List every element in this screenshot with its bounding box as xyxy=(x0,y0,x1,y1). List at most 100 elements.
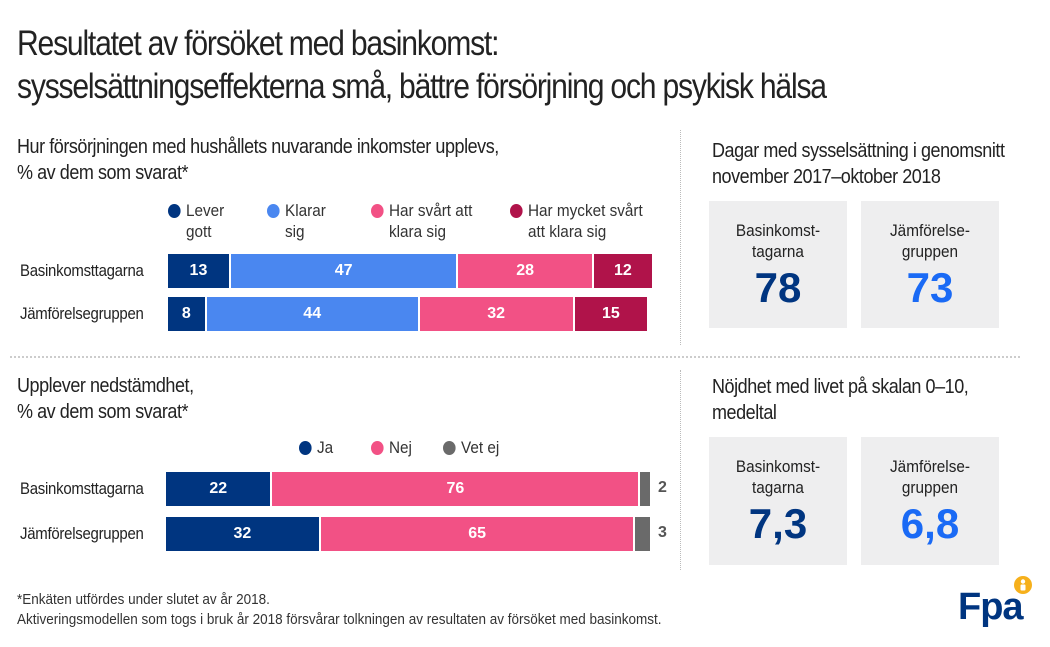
bar-segment: 44 xyxy=(206,297,420,331)
bar-segment: 32 xyxy=(419,297,575,331)
chart1-title-line-1: Hur försörjningen med hushållets nuvaran… xyxy=(17,136,499,158)
legend-label: Vet ej xyxy=(461,438,500,457)
kpi-satisfaction-comparison: Jämförelse- gruppen 6,8 xyxy=(861,437,999,565)
row-label: Jämförelsegruppen xyxy=(20,524,144,543)
data-label: 22 xyxy=(209,480,228,497)
horizontal-divider xyxy=(10,356,1020,358)
legend-swatch-icon xyxy=(299,441,312,455)
footnote-2: Aktiveringsmodellen som togs i bruk år 2… xyxy=(17,611,662,628)
title-line-1: Resultatet av försöket med basinkomst: xyxy=(17,24,499,63)
employment-title-line-2: november 2017–oktober 2018 xyxy=(712,166,941,188)
fpa-logo: Fpa xyxy=(958,576,1032,629)
chart1-title: Hur försörjningen med hushållets nuvaran… xyxy=(17,134,499,186)
legend-label: Lever gott xyxy=(186,200,224,242)
stacked-bar: 13 47 28 12 xyxy=(168,254,652,288)
legend-label: Ja xyxy=(317,438,334,457)
vertical-divider-bottom xyxy=(680,370,681,570)
kpi-label: Jämförelse- gruppen xyxy=(868,201,992,262)
legend-label-line-1: Har mycket svårt xyxy=(528,201,643,220)
employment-title: Dagar med sysselsättning i genomsnitt no… xyxy=(712,138,1005,190)
legend-label: Har svårt att klara sig xyxy=(389,200,472,242)
kpi-value: 78 xyxy=(754,264,802,311)
data-label: 32 xyxy=(487,305,505,322)
kpi-value: 7,3 xyxy=(748,500,808,547)
stacked-bar: 8 44 32 15 xyxy=(168,297,652,331)
legend-label-line-2: att klara sig xyxy=(528,222,607,241)
data-label-outside: 2 xyxy=(658,479,667,496)
kpi-value: 73 xyxy=(906,264,954,311)
kpi-label-line-1: Jämförelse- xyxy=(890,457,970,476)
satisfaction-title-line-1: Nöjdhet med livet på skalan 0–10, xyxy=(712,376,969,398)
legend-label-line-2: sig xyxy=(285,222,305,241)
bar-segment: 76 xyxy=(272,472,641,506)
legend-swatch-icon xyxy=(168,204,181,218)
kpi-label-line-2: tagarna xyxy=(752,242,804,261)
kpi-label-line-1: Jämförelse- xyxy=(890,221,970,240)
data-label: 12 xyxy=(614,262,632,279)
kpi-label-line-1: Basinkomst- xyxy=(735,457,821,476)
bar-segment: 15 xyxy=(574,297,648,331)
kpi-label: Basinkomst- tagarna xyxy=(716,437,840,498)
data-label: 28 xyxy=(516,262,535,279)
bar-segment: 8 xyxy=(168,297,207,331)
legend-label: Klarar sig xyxy=(285,200,326,242)
legend-swatch-icon xyxy=(443,441,456,455)
kpi-label-line-2: tagarna xyxy=(752,478,804,497)
legend-label-line-2: gott xyxy=(186,222,212,241)
bar-segment: 12 xyxy=(593,254,652,288)
employment-title-line-1: Dagar med sysselsättning i genomsnitt xyxy=(712,140,1005,162)
title-line-2: sysselsättningseffekterna små, bättre fö… xyxy=(17,67,827,106)
footnote-1: *Enkäten utfördes under slutet av år 201… xyxy=(17,591,270,608)
legend-label: Har mycket svårt att klara sig xyxy=(528,200,643,242)
bar-segment: 28 xyxy=(458,254,594,288)
data-label: 13 xyxy=(189,262,208,279)
data-label: 44 xyxy=(303,305,322,322)
chart2-title-line-2: % av dem som svarat* xyxy=(17,401,189,423)
bar-segment xyxy=(635,517,650,551)
data-label: 32 xyxy=(233,525,252,542)
vertical-divider-top xyxy=(680,130,681,345)
chart2-title: Upplever nedstämdhet, % av dem som svara… xyxy=(17,373,194,425)
legend-label-line-2: klara sig xyxy=(389,222,446,241)
bar-segment: 32 xyxy=(166,517,321,551)
bar-segment: 65 xyxy=(320,517,636,551)
satisfaction-title: Nöjdhet med livet på skalan 0–10, medelt… xyxy=(712,374,969,426)
row-label: Basinkomsttagarna xyxy=(20,261,144,280)
kpi-employment-comparison: Jämförelse- gruppen 73 xyxy=(861,201,999,328)
kpi-label: Basinkomst- tagarna xyxy=(716,201,840,262)
legend-swatch-icon xyxy=(371,204,384,218)
bar-segment: 22 xyxy=(166,472,273,506)
kpi-label-line-2: gruppen xyxy=(901,478,959,497)
legend-label-line-1: Klarar xyxy=(285,201,326,220)
legend-swatch-icon xyxy=(371,441,384,455)
chart2-title-line-1: Upplever nedstämdhet, xyxy=(17,375,194,397)
data-label: 47 xyxy=(334,262,353,279)
logo-text: Fpa xyxy=(958,586,1024,628)
row-label: Basinkomsttagarna xyxy=(20,479,144,498)
bar-segment: 47 xyxy=(230,254,459,288)
page-title: Resultatet av försöket med basinkomst: s… xyxy=(17,22,827,108)
data-label-outside: 3 xyxy=(658,524,667,541)
stacked-bar: 22 76 xyxy=(166,472,650,506)
chart1-title-line-2: % av dem som svarat* xyxy=(17,162,189,184)
legend-label: Nej xyxy=(389,438,412,457)
legend-swatch-icon xyxy=(510,204,523,218)
kpi-label-line-2: gruppen xyxy=(901,242,959,261)
kpi-label-line-1: Basinkomst- xyxy=(735,221,821,240)
data-label: 76 xyxy=(446,480,465,497)
legend-label-line-1: Lever xyxy=(186,201,225,220)
data-label: 15 xyxy=(601,305,620,322)
stacked-bar: 32 65 xyxy=(166,517,650,551)
bar-segment: 13 xyxy=(168,254,231,288)
legend-swatch-icon xyxy=(267,204,280,218)
legend-label-line-1: Har svårt att xyxy=(389,201,473,220)
kpi-employment-basic-income: Basinkomst- tagarna 78 xyxy=(709,201,847,328)
kpi-satisfaction-basic-income: Basinkomst- tagarna 7,3 xyxy=(709,437,847,565)
data-label: 8 xyxy=(181,305,191,322)
row-label: Jämförelsegruppen xyxy=(20,304,144,323)
satisfaction-title-line-2: medeltal xyxy=(712,402,777,424)
kpi-value: 6,8 xyxy=(900,500,960,547)
data-label: 65 xyxy=(468,525,487,542)
kela-person-badge-icon xyxy=(1014,576,1032,594)
kpi-label: Jämförelse- gruppen xyxy=(868,437,992,498)
